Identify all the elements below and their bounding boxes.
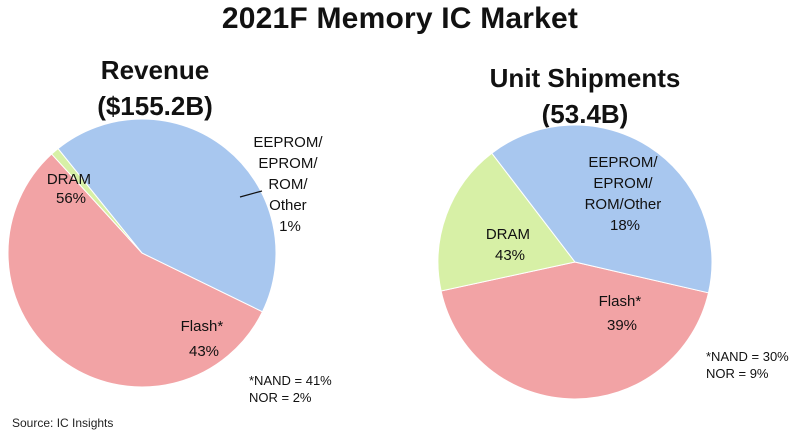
- shipments-flash-breakdown-note: *NAND = 30% NOR = 9%: [706, 348, 789, 382]
- revenue-slices: [7, 118, 277, 388]
- revenue-eeprom-label: EEPROM/ EPROM/ ROM/ Other 1%: [253, 134, 326, 235]
- shipments-dram-label: DRAM 43%: [486, 226, 534, 264]
- shipments-nor-note: NOR = 9%: [706, 366, 769, 381]
- revenue-flash-breakdown-note: *NAND = 41% NOR = 2%: [249, 372, 332, 406]
- revenue-nor-note: NOR = 2%: [249, 390, 312, 405]
- shipments-slice-flash: [491, 124, 713, 294]
- shipments-slices: [437, 124, 713, 400]
- revenue-nand-note: *NAND = 41%: [249, 373, 332, 388]
- revenue-slice-flash: [57, 118, 277, 313]
- revenue-title-line1: Revenue: [100, 55, 210, 85]
- shipments-title-line2: (53.4B): [541, 99, 629, 129]
- source-note: Source: IC Insights: [12, 416, 114, 430]
- revenue-slice-dram: [7, 153, 264, 388]
- shipments-slice-eeprom-other: [437, 152, 576, 292]
- shipments-nand-note: *NAND = 30%: [706, 349, 789, 364]
- shipments-title-line1: Unit Shipments: [489, 63, 681, 93]
- revenue-dram-label: DRAM 56%: [47, 171, 95, 207]
- shipments-pie: DRAM 43% EEPROM/ EPROM/ ROM/Other 18% Fl…: [437, 124, 713, 400]
- shipments-eeprom-label: EEPROM/ EPROM/ ROM/Other 18%: [585, 154, 666, 234]
- page-title: 2021F Memory IC Market: [221, 2, 579, 35]
- shipments-slice-dram: [440, 261, 710, 400]
- revenue-flash-label: Flash* 43%: [181, 318, 228, 360]
- shipments-flash-label: Flash* 39%: [599, 293, 646, 334]
- revenue-chart-title: Revenue ($155.2B): [30, 52, 280, 124]
- shipments-chart-title: Unit Shipments (53.4B): [450, 60, 720, 132]
- revenue-eeprom-leader-line: [239, 190, 263, 198]
- revenue-pie: DRAM 56% EEPROM/ EPROM/ ROM/ Other 1% Fl…: [7, 118, 326, 388]
- revenue-title-line2: ($155.2B): [97, 91, 213, 121]
